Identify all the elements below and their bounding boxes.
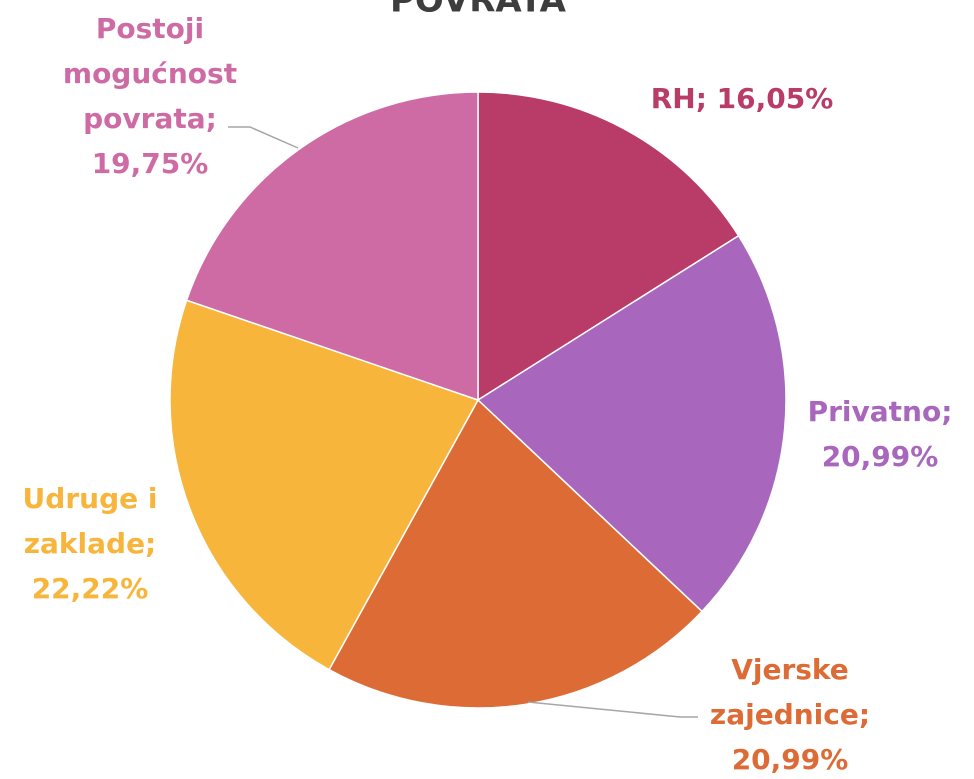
data-label: 19,75% xyxy=(92,147,209,180)
data-label: Vjerske xyxy=(731,653,849,686)
data-label: Udruge i xyxy=(23,482,158,515)
pie-slice xyxy=(169,299,480,671)
data-label: povrata; xyxy=(83,102,217,135)
data-label: 20,99% xyxy=(732,743,849,776)
pie-slice xyxy=(477,91,740,402)
pie-slice xyxy=(328,398,704,709)
chart-title: POVRATA xyxy=(390,0,567,21)
pie-slice xyxy=(476,234,787,613)
data-label: 22,22% xyxy=(32,572,149,605)
data-label: zaklade; xyxy=(24,527,157,560)
data-label: zajednice; xyxy=(710,698,870,731)
pie-slice xyxy=(185,91,479,402)
leader-line xyxy=(228,126,299,149)
leader-line xyxy=(527,701,698,718)
data-label: Privatno; xyxy=(808,395,953,428)
data-label: Postoji xyxy=(96,12,204,45)
data-label: mogućnost xyxy=(63,57,237,90)
data-label: 20,99% xyxy=(822,440,939,473)
data-label: RH; 16,05% xyxy=(651,82,834,115)
